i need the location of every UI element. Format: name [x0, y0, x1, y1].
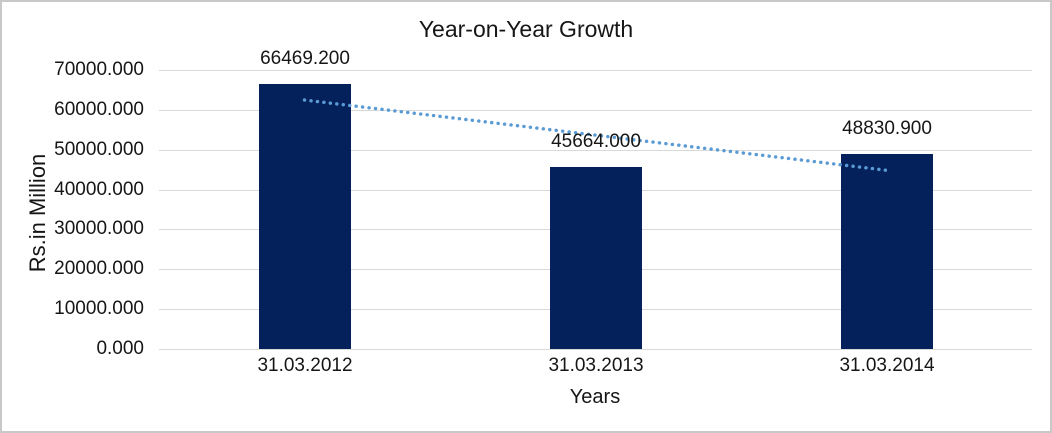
bar [550, 167, 642, 349]
chart-title: Year-on-Year Growth [418, 16, 634, 42]
bar [841, 154, 933, 349]
y-tick-label: 40000.000 [54, 179, 144, 200]
x-tick-label: 31.03.2013 [548, 355, 644, 376]
bar-data-label: 48830.900 [842, 118, 932, 139]
bar [259, 84, 351, 349]
y-axis-title: Rs.in Million [25, 153, 50, 273]
bar-data-label: 66469.200 [260, 48, 350, 69]
y-tick-label: 60000.000 [54, 99, 144, 120]
y-tick-label: 0.000 [96, 338, 144, 359]
y-tick-label: 30000.000 [54, 218, 144, 239]
bar-data-label: 45664.000 [551, 131, 641, 152]
y-tick-label: 50000.000 [54, 139, 144, 160]
x-tick-label: 31.03.2012 [257, 355, 353, 376]
y-tick-label: 20000.000 [54, 258, 144, 279]
gridline [159, 349, 1032, 350]
x-axis-title: Years [569, 386, 621, 408]
gridline [159, 70, 1032, 71]
y-tick-label: 10000.000 [54, 298, 144, 319]
x-tick-label: 31.03.2014 [839, 355, 935, 376]
y-tick-label: 70000.000 [54, 59, 144, 80]
